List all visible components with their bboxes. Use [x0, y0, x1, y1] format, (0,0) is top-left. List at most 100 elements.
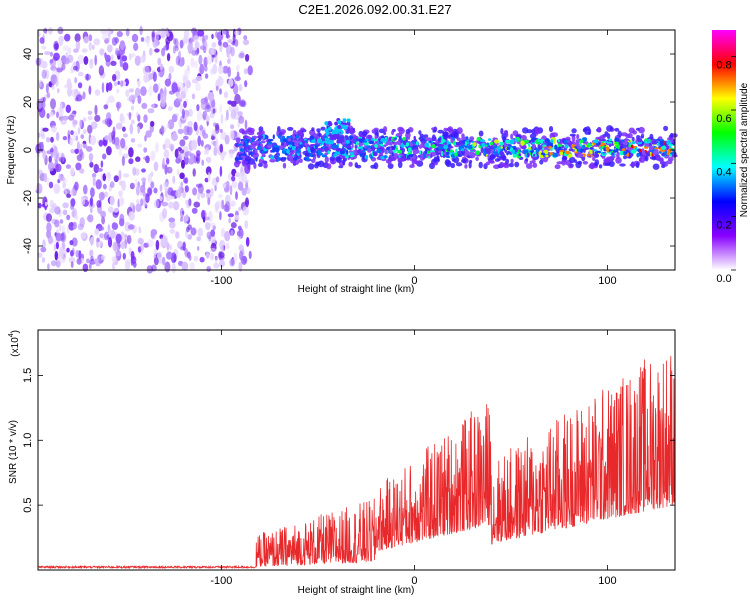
- noise-blob: [228, 217, 232, 224]
- noise-blob: [112, 74, 117, 82]
- band-core-blob: [234, 156, 239, 162]
- noise-blob: [179, 172, 185, 180]
- band-core-blob: [544, 138, 550, 144]
- band-core-blob: [565, 150, 571, 155]
- noise-blob: [147, 108, 155, 114]
- noise-blob: [168, 201, 174, 209]
- noise-blob: [230, 222, 237, 229]
- noise-blob: [202, 129, 206, 137]
- band-core-blob: [605, 146, 610, 151]
- band-core-blob: [429, 146, 433, 150]
- noise-blob: [210, 187, 214, 197]
- noise-blob: [111, 222, 119, 230]
- noise-blob: [180, 91, 187, 99]
- noise-blob: [224, 194, 231, 205]
- noise-blob: [130, 250, 135, 260]
- noise-blob: [137, 95, 142, 104]
- noise-blob: [152, 71, 157, 82]
- band-halo-blob: [636, 127, 640, 131]
- band-halo-blob: [656, 158, 664, 162]
- noise-blob: [51, 84, 55, 91]
- band-core-blob: [372, 151, 378, 157]
- noise-blob: [120, 138, 126, 149]
- band-core-blob: [582, 144, 586, 149]
- noise-blob: [106, 146, 112, 156]
- noise-blob: [238, 52, 245, 59]
- band-halo-blob: [258, 130, 265, 136]
- band-core-blob: [460, 148, 465, 151]
- band-core-blob: [296, 134, 299, 139]
- noise-blob: [200, 100, 207, 111]
- band-core-blob: [251, 137, 254, 143]
- band-core-blob: [622, 141, 628, 145]
- band-core-blob: [235, 137, 241, 142]
- colorbar-tick-label: 0.4: [716, 166, 731, 178]
- noise-blob: [73, 214, 79, 220]
- noise-blob: [239, 99, 246, 106]
- noise-blob: [58, 157, 63, 162]
- noise-blob: [230, 200, 236, 207]
- noise-blob: [116, 30, 123, 38]
- band-halo-blob: [409, 164, 415, 169]
- band-core-blob: [488, 138, 492, 141]
- noise-blob: [204, 34, 209, 41]
- noise-blob: [116, 88, 120, 94]
- noise-blob: [45, 83, 49, 94]
- band-core-blob: [483, 151, 487, 156]
- noise-blob: [79, 119, 82, 129]
- noise-blob: [90, 207, 93, 214]
- band-core-blob: [360, 146, 364, 150]
- band-core-blob: [408, 154, 414, 157]
- band-halo-blob: [500, 128, 504, 135]
- band-core-blob: [583, 149, 586, 153]
- noise-blob: [155, 239, 160, 251]
- noise-blob: [224, 201, 231, 213]
- band-bump-blob: [337, 125, 342, 129]
- band-core-blob: [656, 140, 659, 143]
- scale-suffix: ): [10, 330, 21, 333]
- snr-y-ticks: 0.5 1.0 1.5: [22, 368, 675, 513]
- band-core-blob: [246, 139, 251, 142]
- band-core-blob: [368, 140, 374, 145]
- band-halo-blob: [652, 163, 660, 170]
- noise-blob: [235, 191, 238, 200]
- noise-blob: [55, 232, 63, 242]
- band-core-blob: [300, 144, 303, 149]
- noise-blob: [195, 75, 203, 82]
- noise-blob: [154, 48, 160, 53]
- band-core-blob: [528, 147, 532, 150]
- band-halo-blob: [432, 162, 439, 166]
- band-core-blob: [461, 136, 467, 141]
- band-core-blob: [394, 137, 397, 140]
- snr-scale-factor: (x104): [8, 330, 21, 357]
- band-core-blob: [398, 135, 402, 140]
- band-core-blob: [451, 151, 455, 155]
- noise-blob: [172, 201, 180, 211]
- noise-blob: [109, 181, 115, 189]
- noise-blob: [98, 240, 102, 247]
- noise-blob: [46, 137, 51, 143]
- noise-blob: [213, 122, 217, 127]
- band-halo-blob: [309, 129, 316, 136]
- noise-blob: [238, 115, 245, 124]
- band-core-blob: [532, 144, 536, 150]
- band-core-blob: [247, 145, 251, 151]
- noise-blob: [110, 54, 114, 63]
- noise-blob: [240, 172, 244, 177]
- noise-blob: [104, 52, 107, 59]
- band-halo-blob: [450, 162, 456, 169]
- band-core-blob: [314, 144, 318, 150]
- band-core-blob: [327, 150, 331, 154]
- noise-blob: [89, 59, 94, 69]
- band-core-blob: [450, 138, 454, 144]
- noise-blob: [140, 243, 145, 251]
- noise-blob: [152, 103, 155, 110]
- band-core-blob: [309, 135, 315, 140]
- noise-blob: [76, 94, 83, 102]
- band-core-blob: [237, 143, 243, 146]
- noise-blob: [230, 46, 235, 57]
- noise-blob: [58, 35, 64, 46]
- noise-blob: [60, 117, 67, 125]
- noise-blob: [42, 96, 46, 103]
- band-core-blob: [283, 157, 287, 160]
